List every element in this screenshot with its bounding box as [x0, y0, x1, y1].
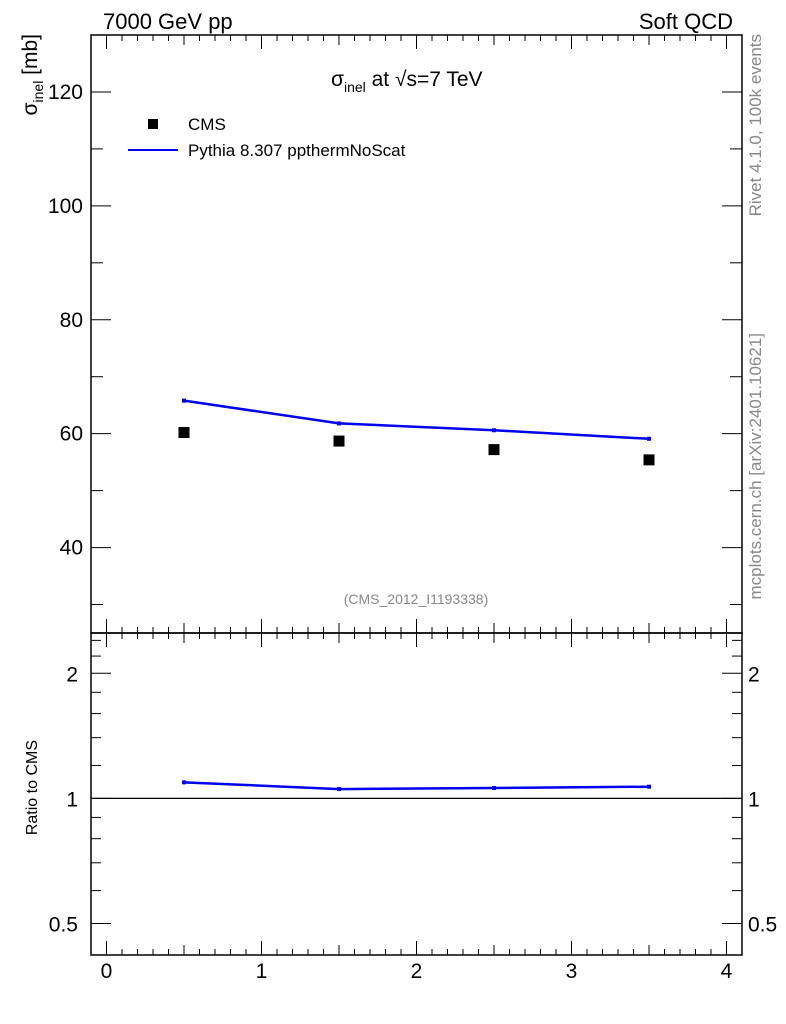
main-y-axis-label-subscript: inel [30, 81, 46, 103]
y-tick-label-main: 80 [60, 309, 83, 332]
plot-title: σinel at √s=7 TeV [331, 68, 483, 95]
pythia-series-line [183, 399, 650, 441]
ratio-y-axis-label: Ratio to CMS [24, 740, 41, 835]
cms-data-point [333, 435, 345, 447]
y-tick-label-ratio-left: 1 [66, 788, 78, 811]
legend-label-pythia: Pythia 8.307 ppthermNoScat [188, 141, 406, 160]
y-tick-label-ratio-right: 1 [748, 788, 760, 811]
cms-data-point [488, 444, 500, 456]
ratio-series-line [183, 781, 650, 791]
y-tick-label-ratio-right: 2 [748, 663, 760, 686]
mcplots-source-label: mcplots.cern.ch [arXiv:2401.10621] [746, 333, 765, 599]
cms-data-point [643, 454, 655, 466]
main-series-group [178, 398, 655, 466]
main-y-axis-label-symbol: σ [19, 102, 42, 115]
cms-data-point [178, 427, 190, 439]
header-right-label: Soft QCD [639, 9, 733, 34]
y-tick-label-ratio-right: 0.5 [748, 914, 777, 937]
x-tick-label: 4 [721, 960, 733, 983]
plot-title-text: at √s=7 TeV [366, 68, 483, 91]
ratio-series-group [182, 780, 651, 792]
x-tick-label: 2 [411, 960, 423, 983]
ratio-point [182, 780, 186, 785]
rivet-version-label: Rivet 4.1.0, 100k events [746, 34, 765, 216]
pythia-point [647, 436, 651, 441]
plot-title-symbol: σ [331, 68, 344, 91]
pythia-point [337, 421, 341, 426]
plot-title-subscript: inel [344, 79, 366, 95]
ratio-point [492, 786, 496, 791]
ratio-axis-ticks: 0 1 2 3 4 0.5 0.5 1 1 2 2 [49, 633, 777, 983]
y-tick-label-ratio-left: 2 [66, 663, 78, 686]
analysis-watermark: (CMS_2012_I1193338) [344, 591, 489, 607]
y-tick-label-main: 60 [60, 423, 83, 446]
pythia-point [492, 428, 496, 433]
y-tick-label-main: 120 [48, 81, 83, 104]
x-tick-label: 0 [101, 960, 113, 983]
x-tick-label: 1 [256, 960, 268, 983]
y-tick-label-ratio-left: 0.5 [49, 914, 78, 937]
legend-label-cms: CMS [188, 115, 226, 134]
header-left-label: 7000 GeV pp [103, 9, 233, 34]
y-tick-label-main: 100 [48, 195, 83, 218]
ratio-point [337, 787, 341, 792]
x-tick-label: 3 [566, 960, 578, 983]
main-y-axis-label-text: [mb] [19, 34, 42, 81]
main-y-axis-label: σinel [mb] [19, 34, 46, 115]
legend-marker-cms [148, 119, 158, 129]
main-axis-ticks: 40 60 80 100 120 [48, 34, 742, 633]
y-tick-label-main: 40 [60, 537, 83, 560]
ratio-plot-frame [90, 632, 743, 956]
pythia-point [182, 398, 186, 403]
ratio-point [647, 784, 651, 789]
